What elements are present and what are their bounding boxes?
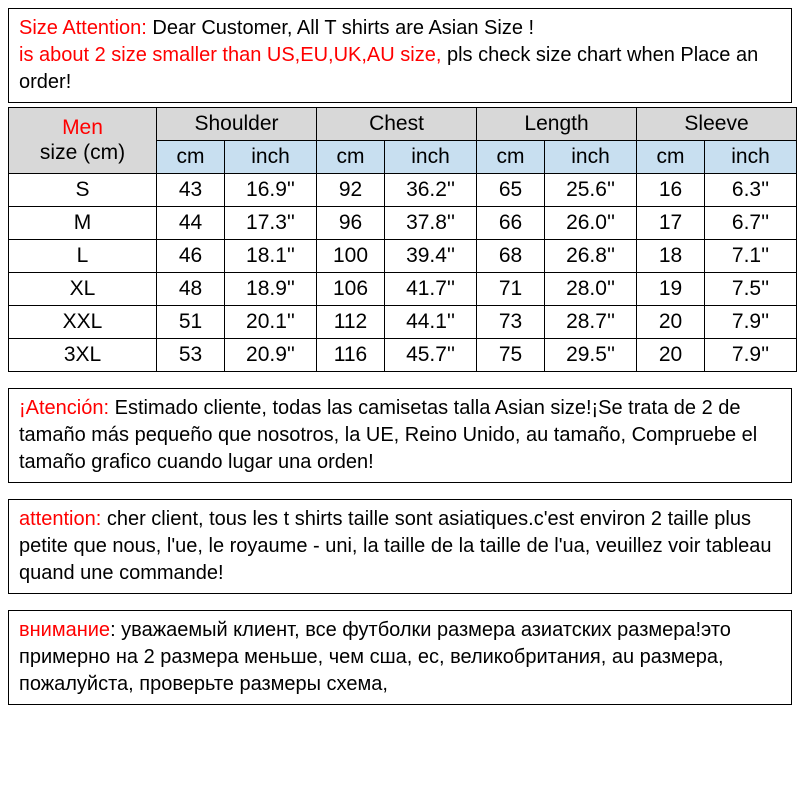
cell-value: 106 <box>317 273 385 306</box>
header-size: Men size (cm) <box>9 108 157 174</box>
cell-value: 26.0'' <box>545 207 637 240</box>
sub-cm: cm <box>637 141 705 174</box>
sub-cm: cm <box>157 141 225 174</box>
cell-value: 6.3'' <box>705 174 797 207</box>
notice-french: attention: cher client, tous les t shirt… <box>8 499 792 594</box>
header-sleeve: Sleeve <box>637 108 797 141</box>
cell-value: 75 <box>477 339 545 372</box>
notice-ru-red: внимание <box>19 619 110 641</box>
cell-value: 41.7'' <box>385 273 477 306</box>
notice-en-red2: is about 2 size smaller than US,EU,UK,AU… <box>19 44 447 66</box>
cell-value: 92 <box>317 174 385 207</box>
cell-value: 26.8'' <box>545 240 637 273</box>
header-chest: Chest <box>317 108 477 141</box>
notice-russian: внимание: уважаемый клиент, все футболки… <box>8 610 792 705</box>
cell-value: 7.5'' <box>705 273 797 306</box>
notice-spanish: ¡Atención: Estimado cliente, todas las c… <box>8 388 792 483</box>
cell-size: L <box>9 240 157 273</box>
cell-value: 44.1'' <box>385 306 477 339</box>
sub-inch: inch <box>225 141 317 174</box>
notice-english: Size Attention: Dear Customer, All T shi… <box>8 8 792 103</box>
cell-size: M <box>9 207 157 240</box>
notice-es-black: Estimado cliente, todas las camisetas ta… <box>19 397 757 473</box>
sub-cm: cm <box>317 141 385 174</box>
cell-size: S <box>9 174 157 207</box>
cell-value: 96 <box>317 207 385 240</box>
cell-value: 17.3'' <box>225 207 317 240</box>
cell-value: 25.6'' <box>545 174 637 207</box>
cell-value: 36.2'' <box>385 174 477 207</box>
cell-value: 17 <box>637 207 705 240</box>
cell-size: 3XL <box>9 339 157 372</box>
cell-value: 19 <box>637 273 705 306</box>
cell-value: 29.5'' <box>545 339 637 372</box>
table-row: 3XL5320.9''11645.7''7529.5''207.9'' <box>9 339 797 372</box>
size-chart-table: Men size (cm) Shoulder Chest Length Slee… <box>8 107 797 372</box>
cell-value: 20 <box>637 339 705 372</box>
notice-en-black1: Dear Customer, All T shirts are Asian Si… <box>152 17 534 39</box>
cell-size: XL <box>9 273 157 306</box>
cell-value: 116 <box>317 339 385 372</box>
sub-inch: inch <box>705 141 797 174</box>
cell-value: 43 <box>157 174 225 207</box>
cell-value: 18.9'' <box>225 273 317 306</box>
notice-es-red: ¡Atención: <box>19 397 115 419</box>
cell-value: 18 <box>637 240 705 273</box>
cell-size: XXL <box>9 306 157 339</box>
cell-value: 66 <box>477 207 545 240</box>
cell-value: 20.1'' <box>225 306 317 339</box>
sub-inch: inch <box>385 141 477 174</box>
sub-cm: cm <box>477 141 545 174</box>
cell-value: 112 <box>317 306 385 339</box>
cell-value: 18.1'' <box>225 240 317 273</box>
cell-value: 39.4'' <box>385 240 477 273</box>
header-size-unit: size (cm) <box>11 141 154 165</box>
cell-value: 45.7'' <box>385 339 477 372</box>
cell-value: 65 <box>477 174 545 207</box>
cell-value: 53 <box>157 339 225 372</box>
cell-value: 44 <box>157 207 225 240</box>
notice-fr-black: cher client, tous les t shirts taille so… <box>19 508 772 584</box>
cell-value: 7.9'' <box>705 306 797 339</box>
table-header-row-1: Men size (cm) Shoulder Chest Length Slee… <box>9 108 797 141</box>
notice-en-red1: Size Attention: <box>19 17 152 39</box>
cell-value: 73 <box>477 306 545 339</box>
notice-fr-red: attention: <box>19 508 107 530</box>
cell-value: 37.8'' <box>385 207 477 240</box>
cell-value: 100 <box>317 240 385 273</box>
cell-value: 51 <box>157 306 225 339</box>
cell-value: 20 <box>637 306 705 339</box>
cell-value: 16 <box>637 174 705 207</box>
cell-value: 46 <box>157 240 225 273</box>
cell-value: 28.7'' <box>545 306 637 339</box>
cell-value: 7.1'' <box>705 240 797 273</box>
cell-value: 48 <box>157 273 225 306</box>
sub-inch: inch <box>545 141 637 174</box>
cell-value: 28.0'' <box>545 273 637 306</box>
header-length: Length <box>477 108 637 141</box>
table-row: S4316.9''9236.2''6525.6''166.3'' <box>9 174 797 207</box>
table-row: M4417.3''9637.8''6626.0''176.7'' <box>9 207 797 240</box>
cell-value: 7.9'' <box>705 339 797 372</box>
table-row: XL4818.9''10641.7''7128.0''197.5'' <box>9 273 797 306</box>
header-men: Men <box>11 116 154 140</box>
table-row: L4618.1''10039.4''6826.8''187.1'' <box>9 240 797 273</box>
cell-value: 71 <box>477 273 545 306</box>
notice-ru-black: : уважаемый клиент, все футболки размера… <box>19 619 731 695</box>
table-body: S4316.9''9236.2''6525.6''166.3''M4417.3'… <box>9 174 797 372</box>
table-row: XXL5120.1''11244.1''7328.7''207.9'' <box>9 306 797 339</box>
cell-value: 68 <box>477 240 545 273</box>
cell-value: 6.7'' <box>705 207 797 240</box>
header-shoulder: Shoulder <box>157 108 317 141</box>
cell-value: 16.9'' <box>225 174 317 207</box>
cell-value: 20.9'' <box>225 339 317 372</box>
